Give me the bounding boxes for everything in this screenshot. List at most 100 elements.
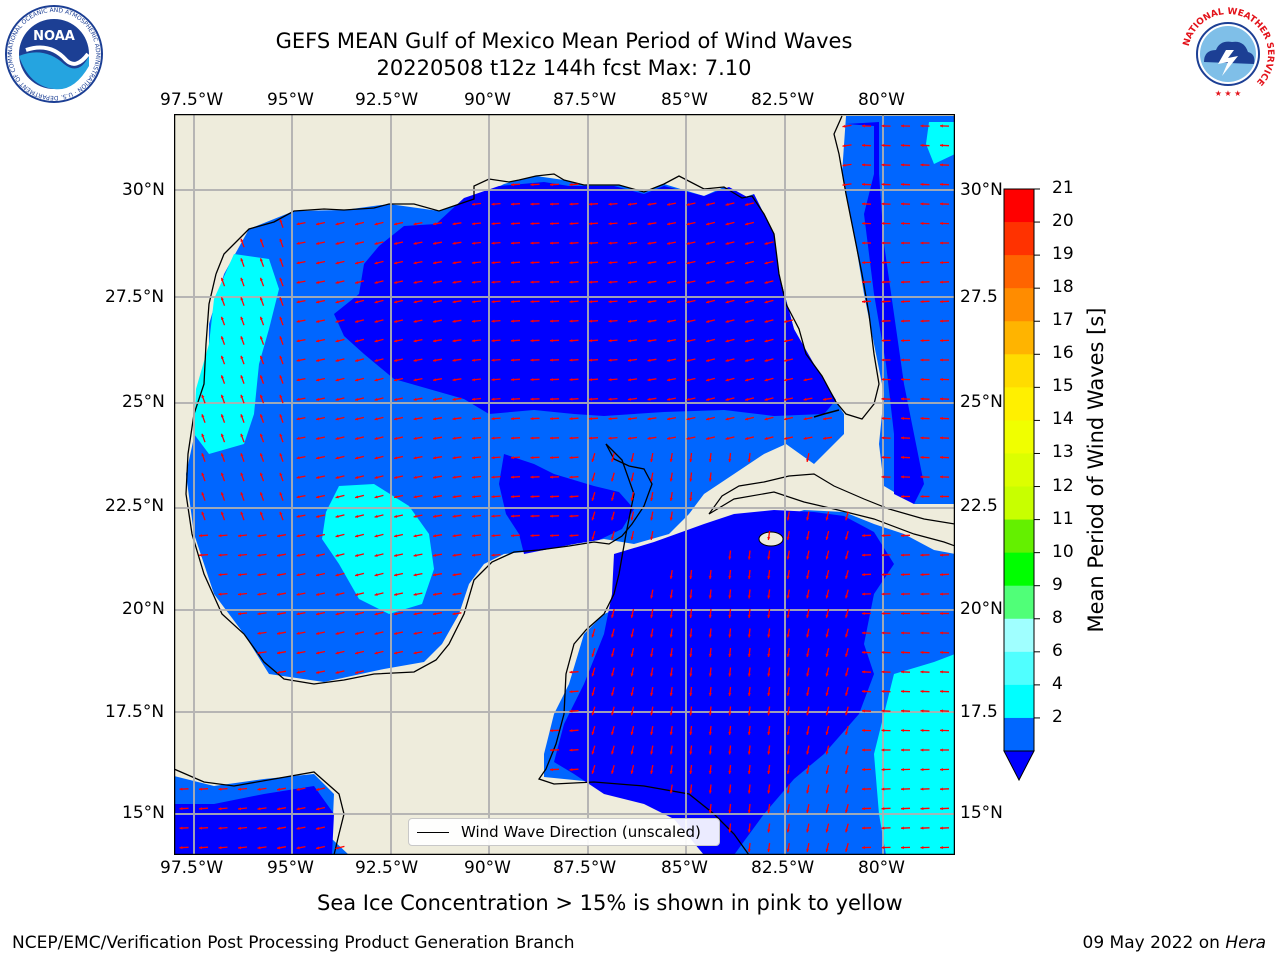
wind-wave-arrowhead — [881, 241, 885, 245]
lon-tick-bottom: 80°W — [858, 858, 905, 878]
coastline-yucatan — [537, 443, 750, 854]
wind-wave-arrowhead — [920, 377, 924, 381]
wind-wave-arrowhead — [862, 124, 865, 128]
lon-tick-top: 82.5°W — [751, 90, 815, 110]
wind-wave-arrowhead — [767, 693, 771, 696]
wind-wave-arrowhead — [491, 319, 495, 323]
wind-wave-arrowhead — [845, 575, 848, 579]
wind-wave-arrowhead — [394, 300, 398, 304]
wind-wave-arrowhead — [686, 417, 690, 421]
wind-wave-arrowhead — [569, 241, 573, 245]
wind-wave-arrowhead — [221, 336, 224, 340]
wind-wave-arrowhead — [355, 241, 359, 245]
wind-wave-arrowhead — [179, 846, 183, 850]
wind-wave-arrowhead — [335, 358, 339, 362]
wind-wave-arrowhead — [823, 417, 827, 421]
wind-wave-arrowhead — [296, 222, 300, 226]
wind-wave-arrowhead — [238, 612, 241, 616]
wind-wave-arrowhead — [591, 653, 595, 657]
wind-wave-arrowhead — [335, 612, 339, 616]
wind-wave-arrowhead — [630, 634, 634, 638]
wind-wave-arrowhead — [374, 358, 378, 362]
wind-wave-arrowhead — [728, 654, 732, 657]
wind-wave-arrowhead — [725, 222, 729, 226]
wind-wave-arrowhead — [845, 595, 848, 599]
wind-wave-arrowhead — [806, 536, 810, 540]
wind-wave-arrowhead — [335, 378, 339, 382]
wind-wave-arrowhead — [784, 339, 788, 343]
wind-wave-arrowhead — [689, 712, 693, 716]
wind-wave-arrowhead — [706, 397, 710, 401]
wind-wave-arrowhead — [472, 339, 475, 343]
wind-wave-arrowhead — [550, 436, 553, 440]
wind-wave-arrowhead — [747, 673, 751, 677]
wind-wave-arrowhead — [689, 751, 693, 755]
wind-wave-arrowhead — [920, 339, 924, 343]
wind-wave-arrowhead — [806, 790, 810, 794]
wind-wave-arrowhead — [767, 595, 771, 599]
wind-wave-arrowhead — [901, 124, 904, 128]
wind-wave-arrowhead — [491, 436, 495, 440]
wind-wave-arrowhead — [920, 787, 924, 791]
wind-wave-arrowhead — [706, 222, 710, 226]
wind-wave-arrowhead — [277, 826, 281, 830]
wind-wave-arrowhead — [806, 809, 810, 813]
wind-wave-arrowhead — [591, 458, 595, 462]
wind-wave-arrowhead — [491, 241, 495, 245]
wind-wave-arrowhead — [669, 790, 673, 794]
wind-wave-arrowhead — [920, 573, 924, 577]
wind-wave-arrowhead — [608, 417, 612, 421]
wind-wave-arrowhead — [316, 846, 320, 850]
wind-wave-arrowhead — [764, 436, 768, 440]
wind-wave-arrowhead — [920, 495, 924, 498]
wind-wave-arrowhead — [728, 615, 732, 618]
wind-wave-arrowhead — [569, 319, 573, 323]
colorbar-cell — [1004, 486, 1034, 521]
wind-wave-arrowhead — [611, 517, 614, 521]
wind-wave-arrowhead — [806, 614, 810, 618]
wind-wave-arrowhead — [296, 631, 300, 635]
wind-wave-arrowhead — [862, 650, 865, 654]
wind-wave-arrowhead — [689, 478, 693, 482]
wind-wave-arrowhead — [550, 280, 553, 284]
wind-wave-arrowhead — [920, 436, 924, 440]
wind-wave-arrowhead — [881, 670, 885, 674]
wind-wave-arrowhead — [686, 241, 690, 245]
wind-wave-arrowhead — [745, 319, 749, 323]
wind-wave-arrowhead — [394, 241, 398, 245]
wind-wave-arrowhead — [296, 670, 300, 674]
wind-wave-arrowhead — [745, 241, 749, 245]
wind-wave-arrowhead — [669, 517, 673, 521]
wind-wave-arrowhead — [355, 397, 359, 401]
wind-wave-arrowhead — [491, 534, 495, 538]
wind-wave-arrowhead — [277, 592, 281, 596]
wind-wave-arrowhead — [201, 492, 205, 496]
wind-wave-arrowhead — [316, 319, 320, 323]
wind-wave-arrowhead — [550, 475, 553, 479]
wind-wave-arrowhead — [530, 202, 534, 206]
wind-wave-arrowhead — [708, 790, 712, 794]
wind-wave-arrowhead — [355, 495, 359, 499]
wind-wave-arrowhead — [901, 807, 904, 811]
wind-wave-arrowhead — [260, 472, 263, 476]
wind-wave-arrowhead — [940, 728, 943, 732]
wind-wave-arrowhead — [394, 456, 398, 460]
wind-wave-arrowhead — [767, 634, 771, 638]
wind-wave-arrowhead — [823, 397, 827, 401]
wind-wave-arrowhead — [628, 319, 631, 323]
colorbar-tick-label: 4 — [1052, 673, 1063, 694]
wind-wave-arrowhead — [296, 319, 300, 323]
wind-wave-arrowhead — [669, 692, 673, 696]
wind-wave-arrowhead — [920, 143, 924, 147]
wind-wave-arrowhead — [550, 241, 553, 245]
colorbar-cell — [1004, 288, 1034, 322]
wind-wave-arrowhead — [803, 397, 807, 401]
wind-wave-arrowhead — [452, 339, 456, 343]
wind-wave-arrowhead — [669, 634, 673, 638]
wind-wave-arrowhead — [845, 770, 848, 774]
wind-wave-arrowhead — [611, 653, 614, 657]
wind-wave-arrowhead — [240, 277, 244, 281]
wind-wave-arrowhead — [296, 300, 300, 304]
lon-tick-bottom: 87.5°W — [553, 858, 617, 878]
lat-tick-right: 27.5 — [960, 287, 998, 307]
